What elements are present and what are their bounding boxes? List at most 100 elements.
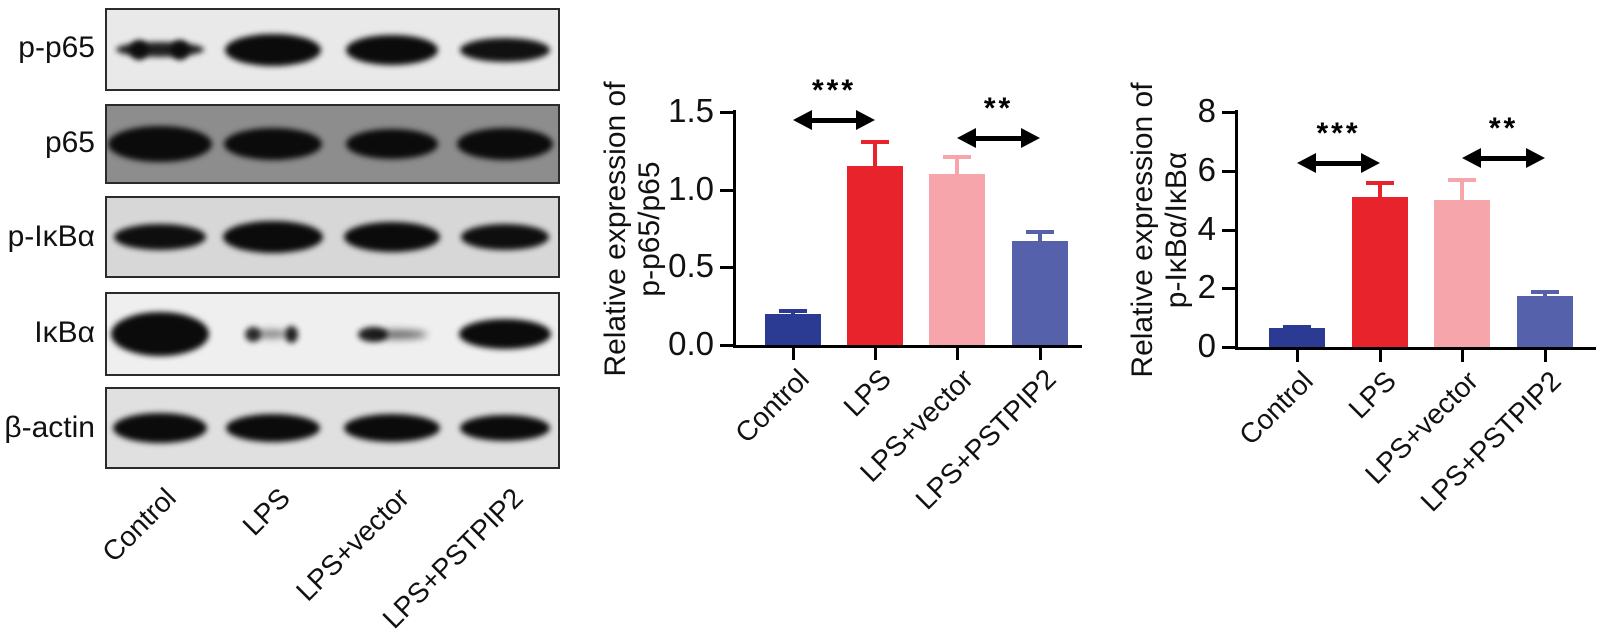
blot-band [285,325,299,343]
y-tick-label: 0 [1197,327,1216,364]
bar-lps-vector [929,174,985,345]
significance-line [1312,161,1365,167]
blot-band [460,37,551,62]
significance-arrow: *** [793,74,875,130]
x-axis [1235,347,1596,350]
y-axis-title-line: Relative expression of [1126,82,1159,378]
blot-strip [105,292,560,376]
blot-band [224,128,323,160]
blot-band [459,319,552,349]
significance-line [808,117,860,123]
arrowhead-left-icon [1297,153,1316,174]
blot-band [107,126,212,162]
blot-strip [105,104,560,184]
y-tick [1222,287,1235,291]
y-axis-title-line: Relative expression of [599,81,632,377]
error-bar-cap-control [1283,324,1311,329]
y-axis-title-line: p-IκBα/IκBα [1160,151,1193,309]
y-tick-label: 0.5 [668,247,714,285]
blot-band [113,224,206,250]
blot-band [110,312,209,356]
x-tick [1379,350,1382,362]
y-tick-label: 0.0 [668,325,714,362]
bar-control [1269,327,1325,347]
significance-arrow: *** [1297,117,1380,174]
bar-lps [1352,197,1408,347]
y-axis [733,110,736,348]
blot-band [345,129,438,159]
blot-strip [105,387,560,469]
y-tick [720,111,733,114]
significance-stars: *** [1316,117,1361,151]
y-tick-label: 4 [1197,209,1216,247]
bar-lps-pstpip2 [1012,240,1068,345]
arrowhead-right-icon [1361,153,1380,174]
blot-band [115,42,204,57]
significance-stars: *** [811,73,857,107]
blot-row-label: IκBα [34,316,95,349]
blot-band [223,221,324,253]
blot-lane-label: LPS+PSTPIP2 [376,482,529,633]
error-bar-cap-lps-vector [1448,178,1476,183]
x-tick [1461,350,1464,362]
x-tick [1296,350,1299,362]
y-axis [1235,110,1238,350]
blot-band [226,414,321,442]
y-tick [1222,111,1235,114]
blot-band [244,326,261,342]
error-bar-cap-lps [1366,181,1394,186]
arrowhead-right-icon [856,109,875,130]
y-tick [1222,228,1235,232]
y-axis-title: Relative expression of p-p65/p65 [599,81,667,376]
blot-band [343,222,440,252]
y-tick-label: 6 [1197,150,1216,188]
blot-band [345,34,438,65]
error-bar-line-lps-vector [1460,178,1464,215]
y-tick-label: 8 [1197,92,1216,129]
x-tick [792,348,795,360]
error-bar-cap-lps-pstpip2 [1026,230,1054,235]
arrowhead-right-icon [1021,128,1040,149]
y-tick-label: 1.0 [668,169,714,207]
y-axis-title-line: p-p65/p65 [633,161,666,297]
y-tick-label: 1.5 [668,92,714,129]
bar-lps [847,166,903,345]
x-tick [874,348,877,360]
bar-lps-vector [1434,200,1490,347]
blot-band [457,128,554,160]
x-tick [956,348,959,360]
blot-row-label: p65 [44,126,95,159]
error-bar-cap-lps [861,139,889,144]
significance-arrow: ** [957,92,1040,149]
blot-band [225,33,322,66]
blot-band [460,415,551,441]
x-tick [1039,348,1042,360]
y-tick [1222,169,1235,173]
blot-band [369,329,428,339]
y-tick [720,266,733,270]
arrowhead-right-icon [1526,147,1545,168]
blot-band [254,330,289,338]
arrowhead-left-icon [957,128,976,149]
blot-row-label: p-p65 [18,31,95,64]
significance-arrow: ** [1462,112,1545,168]
significance-line [1477,155,1530,161]
y-tick-label: 2 [1197,268,1216,306]
blot-band [461,224,550,250]
y-tick [1222,346,1235,349]
significance-line [972,136,1025,142]
error-bar-cap-control [779,309,807,314]
blot-band [112,413,207,443]
y-axis-title: Relative expression of p-IκBα/IκBα [1126,82,1194,377]
error-bar-cap-lps-vector [943,155,971,160]
arrowhead-left-icon [793,109,812,130]
significance-stars: ** [1488,111,1519,145]
error-bar-cap-lps-pstpip2 [1531,289,1559,294]
blot-row-label: β-actin [4,411,95,444]
bar-lps-pstpip2 [1517,295,1573,347]
arrowhead-left-icon [1462,147,1481,168]
blot-band [171,39,190,60]
error-bar-line-lps [873,139,877,181]
blot-strip [105,196,560,278]
